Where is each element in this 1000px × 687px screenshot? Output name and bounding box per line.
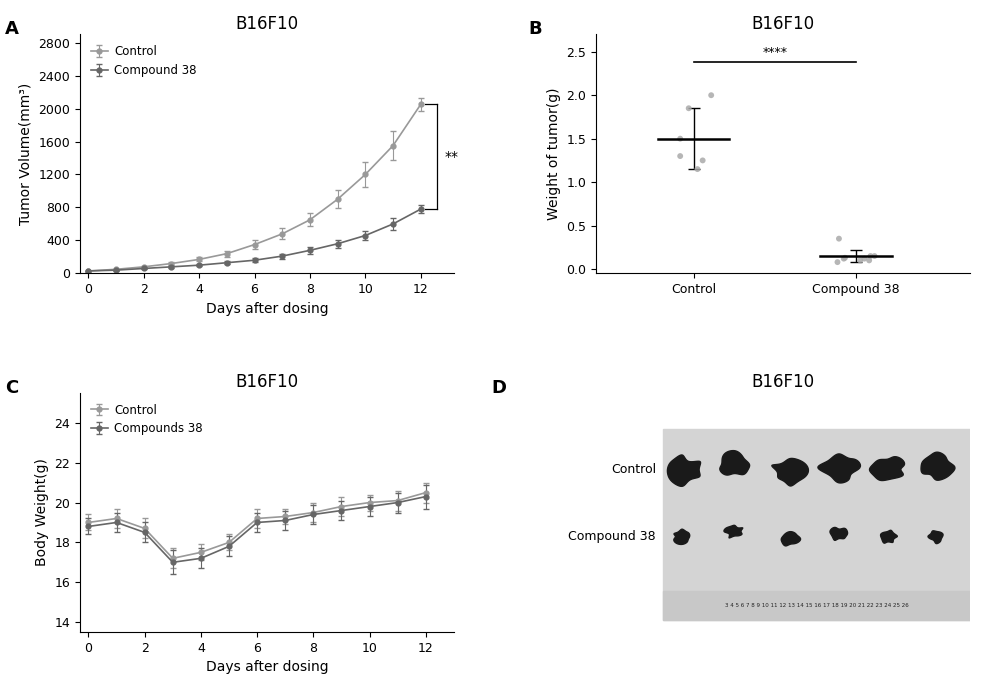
Bar	[663, 592, 970, 620]
Title: B16F10: B16F10	[751, 374, 815, 392]
Text: Control: Control	[611, 463, 656, 476]
Polygon shape	[928, 531, 943, 543]
Polygon shape	[724, 526, 743, 538]
Text: C: C	[5, 379, 18, 396]
Point	[867, 251, 883, 262]
Text: B: B	[529, 20, 542, 38]
Title: B16F10: B16F10	[235, 374, 299, 392]
Point	[681, 103, 697, 114]
Polygon shape	[667, 455, 701, 486]
Polygon shape	[772, 458, 808, 486]
Text: Compound 38: Compound 38	[568, 530, 656, 543]
Polygon shape	[674, 529, 690, 544]
Point	[831, 233, 847, 244]
Text: **: **	[444, 150, 458, 164]
Title: B16F10: B16F10	[751, 15, 815, 33]
Point	[695, 155, 711, 166]
Bar	[663, 429, 970, 620]
Point	[672, 150, 688, 161]
Point	[837, 252, 853, 263]
Point	[856, 253, 872, 264]
Title: B16F10: B16F10	[235, 15, 299, 33]
Y-axis label: Tumor Volume(mm³): Tumor Volume(mm³)	[19, 82, 33, 225]
Legend: Control, Compound 38: Control, Compound 38	[86, 41, 201, 82]
Text: ****: ****	[762, 46, 787, 58]
Text: 3 4 5 6 7 8 9 10 11 12 13 14 15 16 17 18 19 20 21 22 23 24 25 26: 3 4 5 6 7 8 9 10 11 12 13 14 15 16 17 18…	[725, 603, 909, 608]
Point	[861, 255, 877, 266]
Point	[689, 164, 705, 174]
Legend: Control, Compounds 38: Control, Compounds 38	[86, 399, 208, 440]
Polygon shape	[921, 452, 955, 480]
Point	[836, 253, 852, 264]
Y-axis label: Weight of tumor(g): Weight of tumor(g)	[547, 88, 561, 220]
Point	[862, 251, 878, 262]
Point	[852, 255, 868, 266]
Polygon shape	[870, 457, 905, 480]
Polygon shape	[720, 451, 750, 475]
Y-axis label: Body Weight(g): Body Weight(g)	[35, 458, 49, 567]
X-axis label: Days after dosing: Days after dosing	[206, 660, 328, 675]
Polygon shape	[830, 528, 848, 541]
Text: D: D	[491, 379, 506, 396]
X-axis label: Days after dosing: Days after dosing	[206, 302, 328, 316]
Point	[829, 257, 845, 268]
Polygon shape	[818, 454, 860, 483]
Polygon shape	[781, 532, 801, 546]
Point	[672, 133, 688, 144]
Point	[703, 90, 719, 101]
Text: A: A	[5, 20, 19, 38]
Polygon shape	[881, 530, 897, 543]
